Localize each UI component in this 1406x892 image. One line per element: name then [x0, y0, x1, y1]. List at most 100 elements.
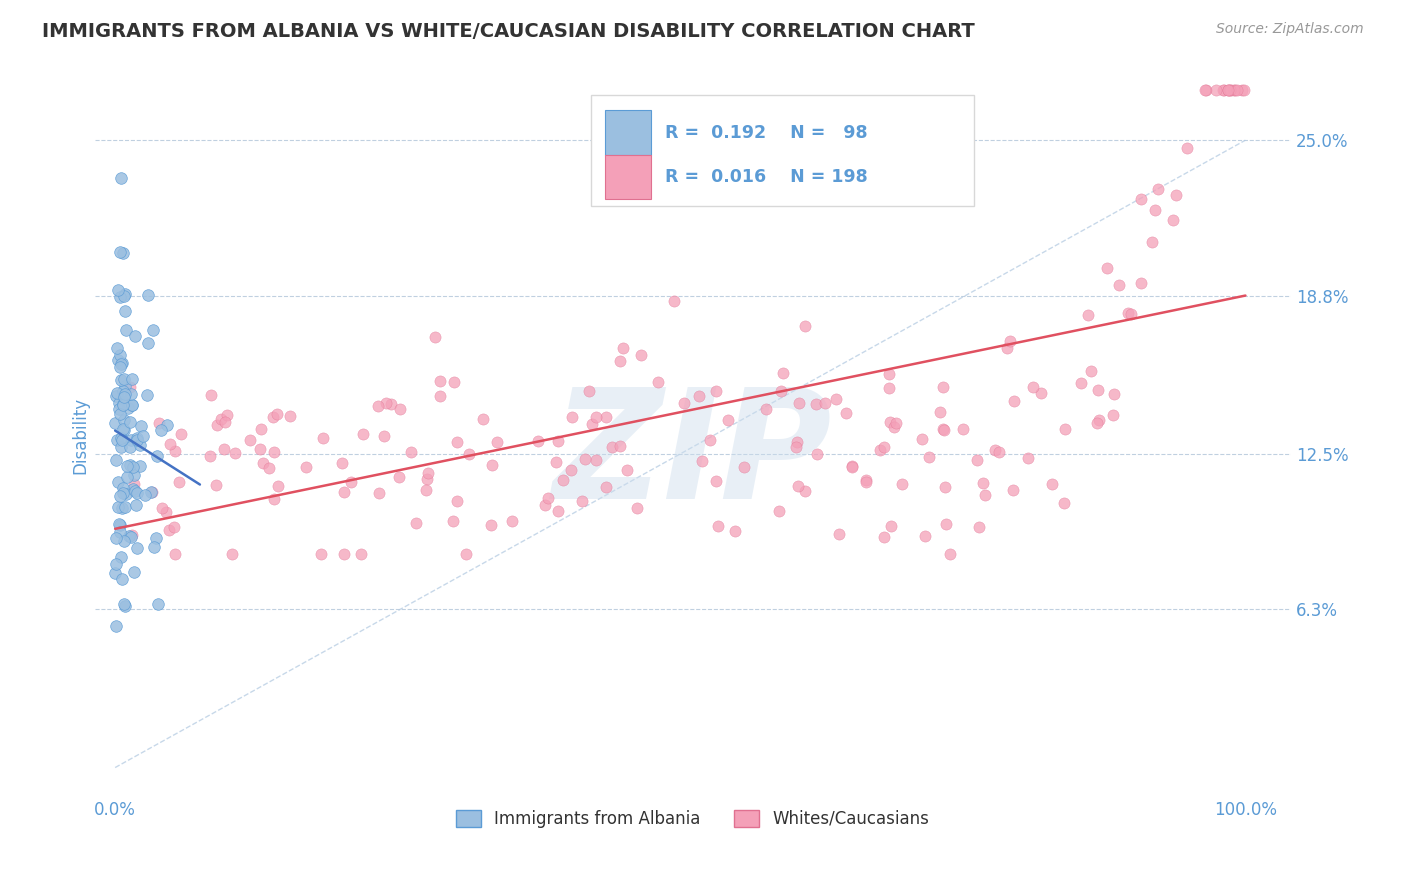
Point	[416, 466, 439, 480]
Point	[104, 558, 127, 572]
Text: IMMIGRANTS FROM ALBANIA VS WHITE/CAUCASIAN DISABILITY CORRELATION CHART: IMMIGRANTS FROM ALBANIA VS WHITE/CAUCASI…	[42, 22, 974, 41]
Point	[132, 429, 155, 443]
Point	[446, 435, 468, 450]
Point	[125, 541, 148, 556]
Point	[163, 520, 186, 534]
Point	[114, 304, 136, 318]
Point	[104, 566, 127, 581]
Point	[224, 446, 246, 460]
Point	[877, 367, 900, 381]
Point	[935, 517, 957, 532]
Point	[486, 434, 509, 449]
Point	[1129, 276, 1152, 290]
Point	[104, 531, 127, 545]
Point	[263, 445, 285, 459]
Point	[443, 375, 465, 389]
Point	[239, 433, 262, 447]
Point	[117, 401, 139, 415]
Point	[114, 386, 136, 401]
Point	[755, 401, 778, 416]
Point	[122, 566, 145, 580]
Point	[405, 516, 427, 530]
FancyBboxPatch shape	[591, 95, 974, 206]
Point	[330, 457, 353, 471]
Point	[1108, 277, 1130, 292]
Point	[108, 396, 131, 410]
Point	[118, 440, 141, 454]
Point	[415, 483, 437, 497]
Point	[547, 434, 569, 448]
Point	[600, 440, 623, 454]
Point	[294, 459, 316, 474]
Point	[136, 388, 159, 402]
Point	[112, 597, 135, 611]
Point	[112, 384, 135, 398]
Point	[1085, 417, 1108, 431]
Point	[107, 500, 129, 515]
Point	[1218, 83, 1240, 97]
Point	[122, 460, 145, 475]
Point	[458, 447, 481, 461]
FancyBboxPatch shape	[606, 154, 651, 199]
Point	[368, 485, 391, 500]
Point	[429, 374, 451, 388]
Point	[688, 389, 710, 403]
Point	[104, 416, 127, 430]
Point	[873, 530, 896, 544]
Point	[1022, 380, 1045, 394]
Point	[221, 547, 243, 561]
Point	[581, 417, 603, 431]
Point	[966, 452, 988, 467]
Point	[704, 384, 727, 398]
Point	[112, 372, 135, 386]
Point	[148, 416, 170, 430]
Point	[1017, 450, 1039, 465]
Point	[105, 453, 128, 467]
Point	[855, 473, 877, 487]
Point	[198, 449, 221, 463]
Point	[630, 348, 652, 362]
Point	[806, 397, 828, 411]
Point	[1080, 363, 1102, 377]
Point	[626, 501, 648, 516]
Point	[769, 384, 792, 399]
Point	[707, 519, 730, 533]
Point	[932, 421, 955, 435]
Point	[163, 547, 186, 561]
Point	[733, 460, 755, 475]
Point	[312, 431, 335, 445]
Point	[134, 488, 156, 502]
Point	[1102, 409, 1125, 423]
Point	[415, 472, 437, 486]
Point	[110, 357, 132, 371]
Point	[647, 375, 669, 389]
Point	[121, 528, 143, 542]
Point	[1142, 235, 1164, 249]
Point	[212, 442, 235, 456]
Point	[367, 400, 389, 414]
Point	[108, 408, 131, 422]
Point	[125, 433, 148, 447]
Point	[120, 380, 142, 394]
Point	[834, 406, 856, 420]
Point	[1040, 476, 1063, 491]
Point	[612, 341, 634, 355]
Point	[717, 413, 740, 427]
Point	[141, 485, 163, 500]
Point	[1218, 83, 1240, 97]
Point	[399, 445, 422, 459]
Point	[111, 433, 134, 447]
Point	[479, 518, 502, 533]
Point	[107, 402, 129, 417]
Point	[112, 397, 135, 411]
Point	[1230, 83, 1253, 97]
Point	[257, 461, 280, 475]
Point	[429, 389, 451, 403]
Point	[662, 293, 685, 308]
Point	[1195, 83, 1218, 97]
Point	[110, 290, 132, 304]
Point	[155, 505, 177, 519]
Point	[1219, 83, 1241, 97]
Point	[110, 431, 132, 445]
Point	[111, 356, 134, 370]
